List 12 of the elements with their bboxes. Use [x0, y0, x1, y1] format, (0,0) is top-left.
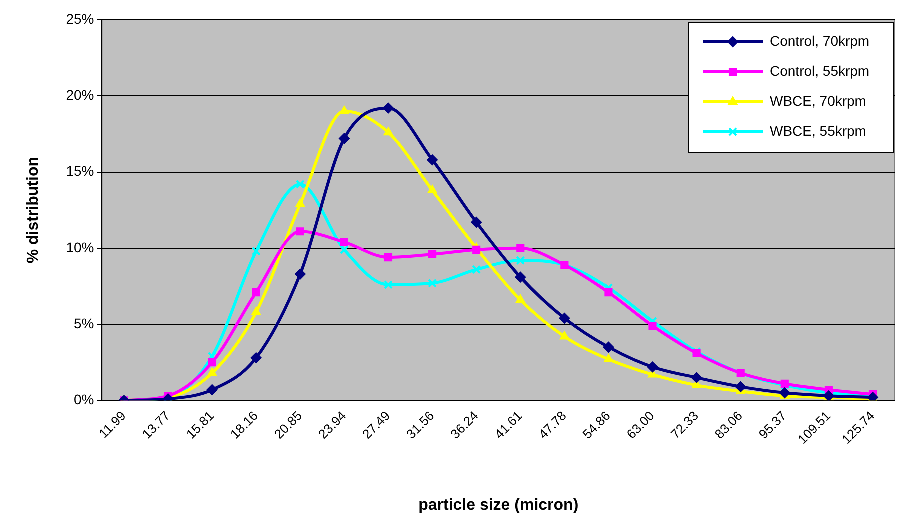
y-tick-label: 5% [74, 315, 94, 332]
y-tick-label: 0% [74, 392, 94, 408]
x-axis-title: particle size (micron) [418, 496, 579, 514]
legend-label: Control, 55krpm [770, 62, 870, 79]
y-tick-label: 25% [66, 10, 94, 27]
y-tick-label: 20% [66, 86, 94, 103]
y-axis-title: % distribution [25, 157, 42, 264]
y-tick-label: 15% [66, 163, 94, 180]
legend-label: WBCE, 55krpm [770, 122, 866, 139]
y-tick-label: 10% [66, 239, 94, 256]
legend-label: Control, 70krpm [770, 32, 870, 49]
legend-label: WBCE, 70krpm [770, 92, 866, 109]
